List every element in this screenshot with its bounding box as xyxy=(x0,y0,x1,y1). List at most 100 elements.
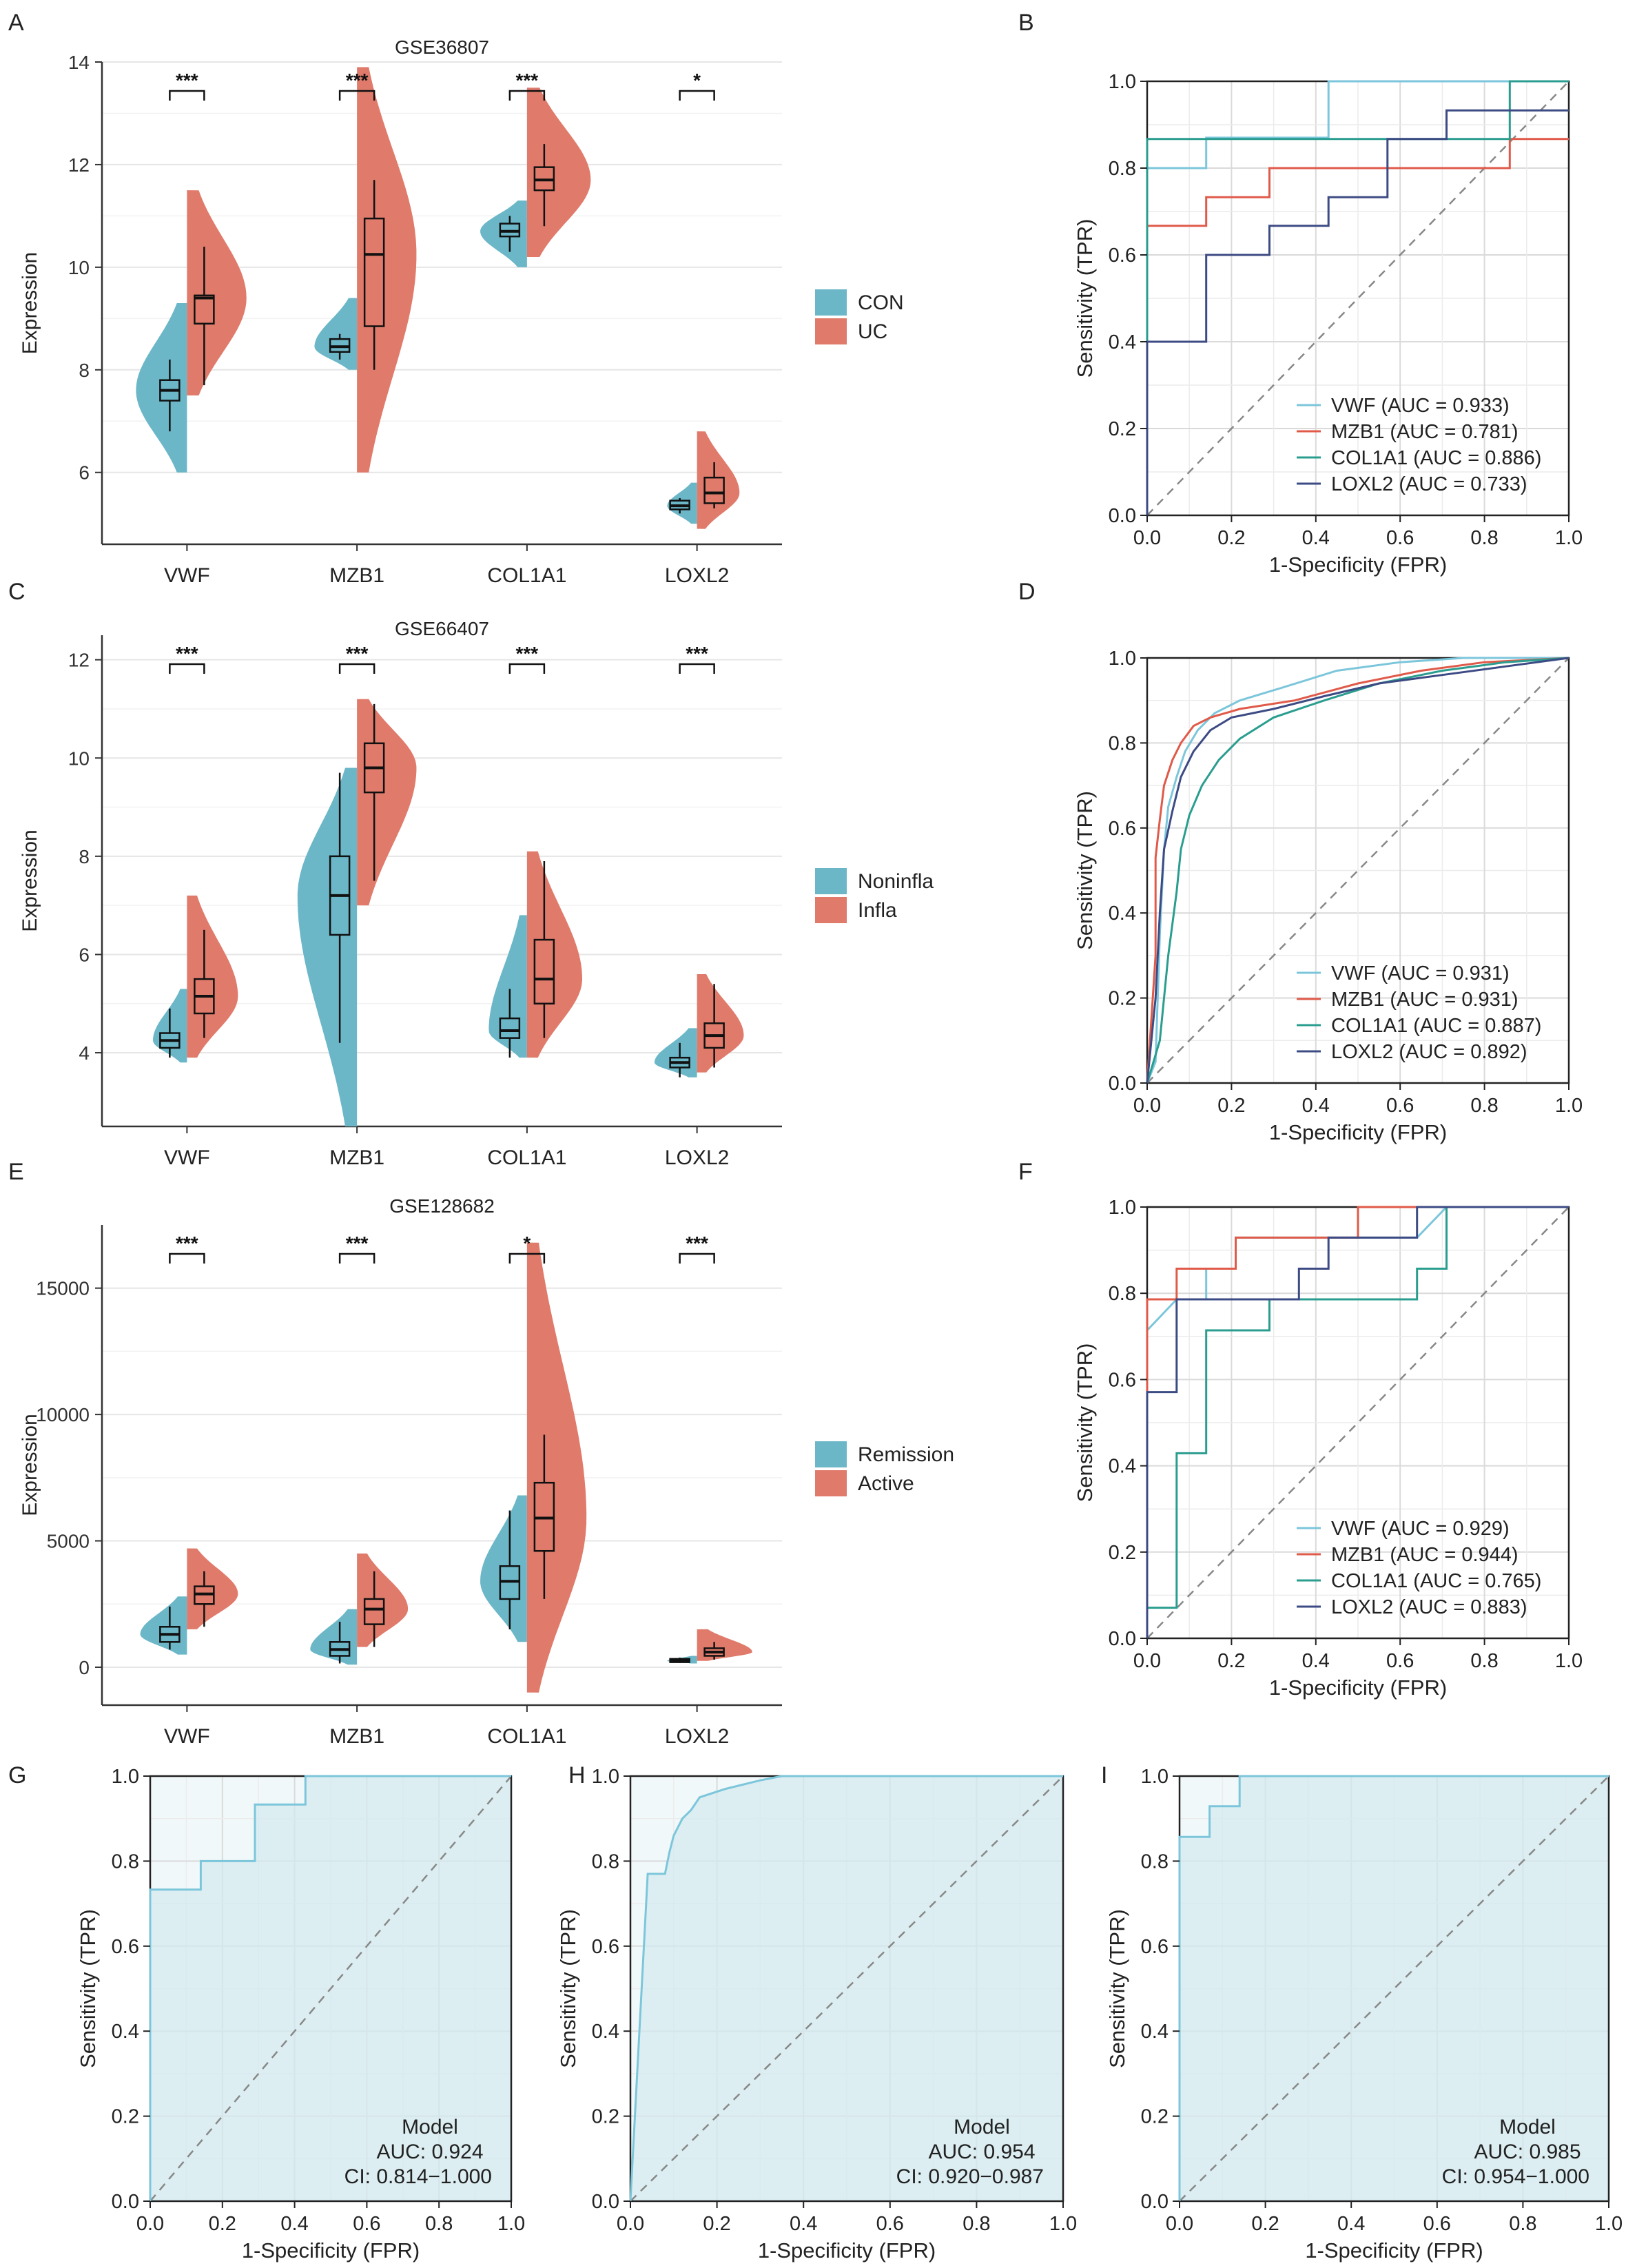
violin-UC xyxy=(526,87,591,257)
x-tick-label: 0.8 xyxy=(425,2213,453,2235)
violin-Active xyxy=(526,1242,587,1693)
y-tick-label: 0.6 xyxy=(112,1936,139,1958)
legend-label: MZB1 (AUC = 0.781) xyxy=(1331,421,1519,443)
y-tick-label: 0.4 xyxy=(1109,1456,1136,1478)
box-UC xyxy=(194,294,215,325)
x-tick-label: 0.0 xyxy=(1133,1095,1161,1117)
x-tick-label: 0.8 xyxy=(1470,1095,1498,1117)
x-tick-label: 0.2 xyxy=(209,2213,236,2235)
panel-I: 0.00.0 0.2 0.2 0.4 0.4 0.6 0.6 0.8 0.8 1.0 1.0 1-Sp… xyxy=(1105,1766,1623,2262)
significance-label: *** xyxy=(516,70,539,91)
x-tick-label: 0.8 xyxy=(1470,527,1498,549)
roc-curve-COL1A1 xyxy=(1146,80,1569,515)
legend-label: MZB1 (AUC = 0.944) xyxy=(1331,1544,1519,1566)
violin-UC xyxy=(187,190,247,396)
significance-label: *** xyxy=(686,643,708,664)
roc-curve-MZB1 xyxy=(1146,1206,1569,1638)
y-tick-label: 0.4 xyxy=(1109,331,1136,353)
x-tick-label: 0.0 xyxy=(1133,527,1161,549)
x-axis-label: 1-Specificity (FPR) xyxy=(1269,1676,1447,1700)
significance-label: *** xyxy=(346,70,369,91)
x-tick-label: MZB1 xyxy=(329,1725,384,1748)
violin-CON xyxy=(314,298,358,370)
panel-letter-A: A xyxy=(8,10,24,36)
y-tick-label: 1.0 xyxy=(592,1766,619,1788)
x-tick-label: 1.0 xyxy=(497,2213,525,2235)
y-tick-label: 0.8 xyxy=(592,1851,619,1873)
x-axis-label: 1-Specificity (FPR) xyxy=(1269,553,1447,577)
y-tick-label: 4 xyxy=(79,1042,90,1064)
legend-swatch xyxy=(815,868,847,894)
x-tick-label: 0.2 xyxy=(1251,2213,1279,2235)
box-Noninfla xyxy=(499,1017,521,1039)
panel-C: 4 6 8 10 12 Expression GSE66407 VWF *** MZB1 *** CO… xyxy=(19,618,934,1169)
y-tick-label: 0.2 xyxy=(112,2106,139,2128)
significance-bracket xyxy=(169,1252,205,1264)
y-tick-label: 0.2 xyxy=(1109,988,1136,1010)
legend-label: VWF (AUC = 0.931) xyxy=(1331,962,1510,984)
panel-A: 6 8 10 12 14 Expression GSE36807 VWF *** MZB1 *** C… xyxy=(19,37,904,587)
roc-curve-LOXL2 xyxy=(1146,1206,1569,1638)
roc-curve-MZB1 xyxy=(1146,138,1569,515)
y-tick-label: 0.4 xyxy=(592,2021,619,2043)
legend-label: CON xyxy=(858,291,904,314)
y-tick-label: 0 xyxy=(79,1657,90,1678)
roc-curve-COL1A1 xyxy=(1146,657,1570,1084)
y-tick-label: 0.4 xyxy=(112,2021,139,2043)
violin-Infla xyxy=(357,699,417,906)
legend-label: MZB1 (AUC = 0.931) xyxy=(1331,989,1519,1011)
panel-letter-C: C xyxy=(8,579,25,605)
x-tick-label: MZB1 xyxy=(329,1146,384,1169)
x-tick-label: 0.2 xyxy=(703,2213,730,2235)
auc-label: AUC: 0.985 xyxy=(1474,2141,1581,2163)
model-label: Model xyxy=(1499,2116,1556,2138)
legend-label: Active xyxy=(858,1472,914,1495)
panel-letter-D: D xyxy=(1018,579,1036,605)
y-tick-label: 0.8 xyxy=(1109,732,1136,754)
roc-curve-Model xyxy=(1178,1775,1609,2201)
significance-bracket xyxy=(338,1252,375,1264)
y-tick-label: 12 xyxy=(68,650,90,671)
y-axis-label: Sensitivity (TPR) xyxy=(1073,791,1097,950)
y-tick-label: 15000 xyxy=(36,1278,90,1299)
legend-label: UC xyxy=(858,320,887,343)
legend-swatch xyxy=(815,318,847,344)
chart-title: GSE128682 xyxy=(389,1195,495,1217)
y-tick-label: 0.0 xyxy=(112,2191,139,2213)
auc-label: AUC: 0.954 xyxy=(928,2141,1035,2163)
y-tick-label: 8 xyxy=(79,360,90,381)
y-tick-label: 0.2 xyxy=(1141,2106,1169,2128)
x-tick-label: VWF xyxy=(164,1725,210,1748)
significance-bracket xyxy=(169,90,205,101)
y-tick-label: 10000 xyxy=(36,1404,90,1425)
x-axis-label: 1-Specificity (FPR) xyxy=(1269,1120,1447,1144)
y-tick-label: 1.0 xyxy=(1109,648,1136,670)
y-tick-label: 0.6 xyxy=(1109,1369,1136,1391)
y-tick-label: 0.8 xyxy=(112,1851,139,1873)
box-UC xyxy=(363,217,385,327)
box-Infla xyxy=(533,938,555,1005)
significance-bracket xyxy=(338,663,375,674)
panel-letter-H: H xyxy=(568,1762,586,1788)
y-tick-label: 0.6 xyxy=(1109,245,1136,267)
x-tick-label: 1.0 xyxy=(1595,2213,1623,2235)
significance-label: *** xyxy=(346,1233,369,1254)
legend-label: Remission xyxy=(858,1443,954,1466)
ci-label: CI: 0.814−1.000 xyxy=(344,2165,492,2188)
x-tick-label: 0.8 xyxy=(1470,1650,1498,1672)
significance-bracket xyxy=(169,663,205,674)
legend-label: LOXL2 (AUC = 0.883) xyxy=(1331,1596,1527,1618)
plot-frame xyxy=(1146,657,1570,1084)
reference-diagonal xyxy=(150,1775,512,2202)
x-tick-label: 0.8 xyxy=(963,2213,990,2235)
y-tick-label: 0.2 xyxy=(592,2106,619,2128)
panel-letter-I: I xyxy=(1101,1762,1107,1788)
x-tick-label: LOXL2 xyxy=(665,1146,729,1169)
ci-label: CI: 0.920−0.987 xyxy=(896,2165,1044,2188)
significance-bracket xyxy=(338,90,375,101)
x-axis-label: 1-Specificity (FPR) xyxy=(242,2238,420,2262)
x-axis-label: 1-Specificity (FPR) xyxy=(758,2238,936,2262)
x-tick-label: 1.0 xyxy=(1555,527,1583,549)
x-tick-label: 0.6 xyxy=(1386,527,1414,549)
